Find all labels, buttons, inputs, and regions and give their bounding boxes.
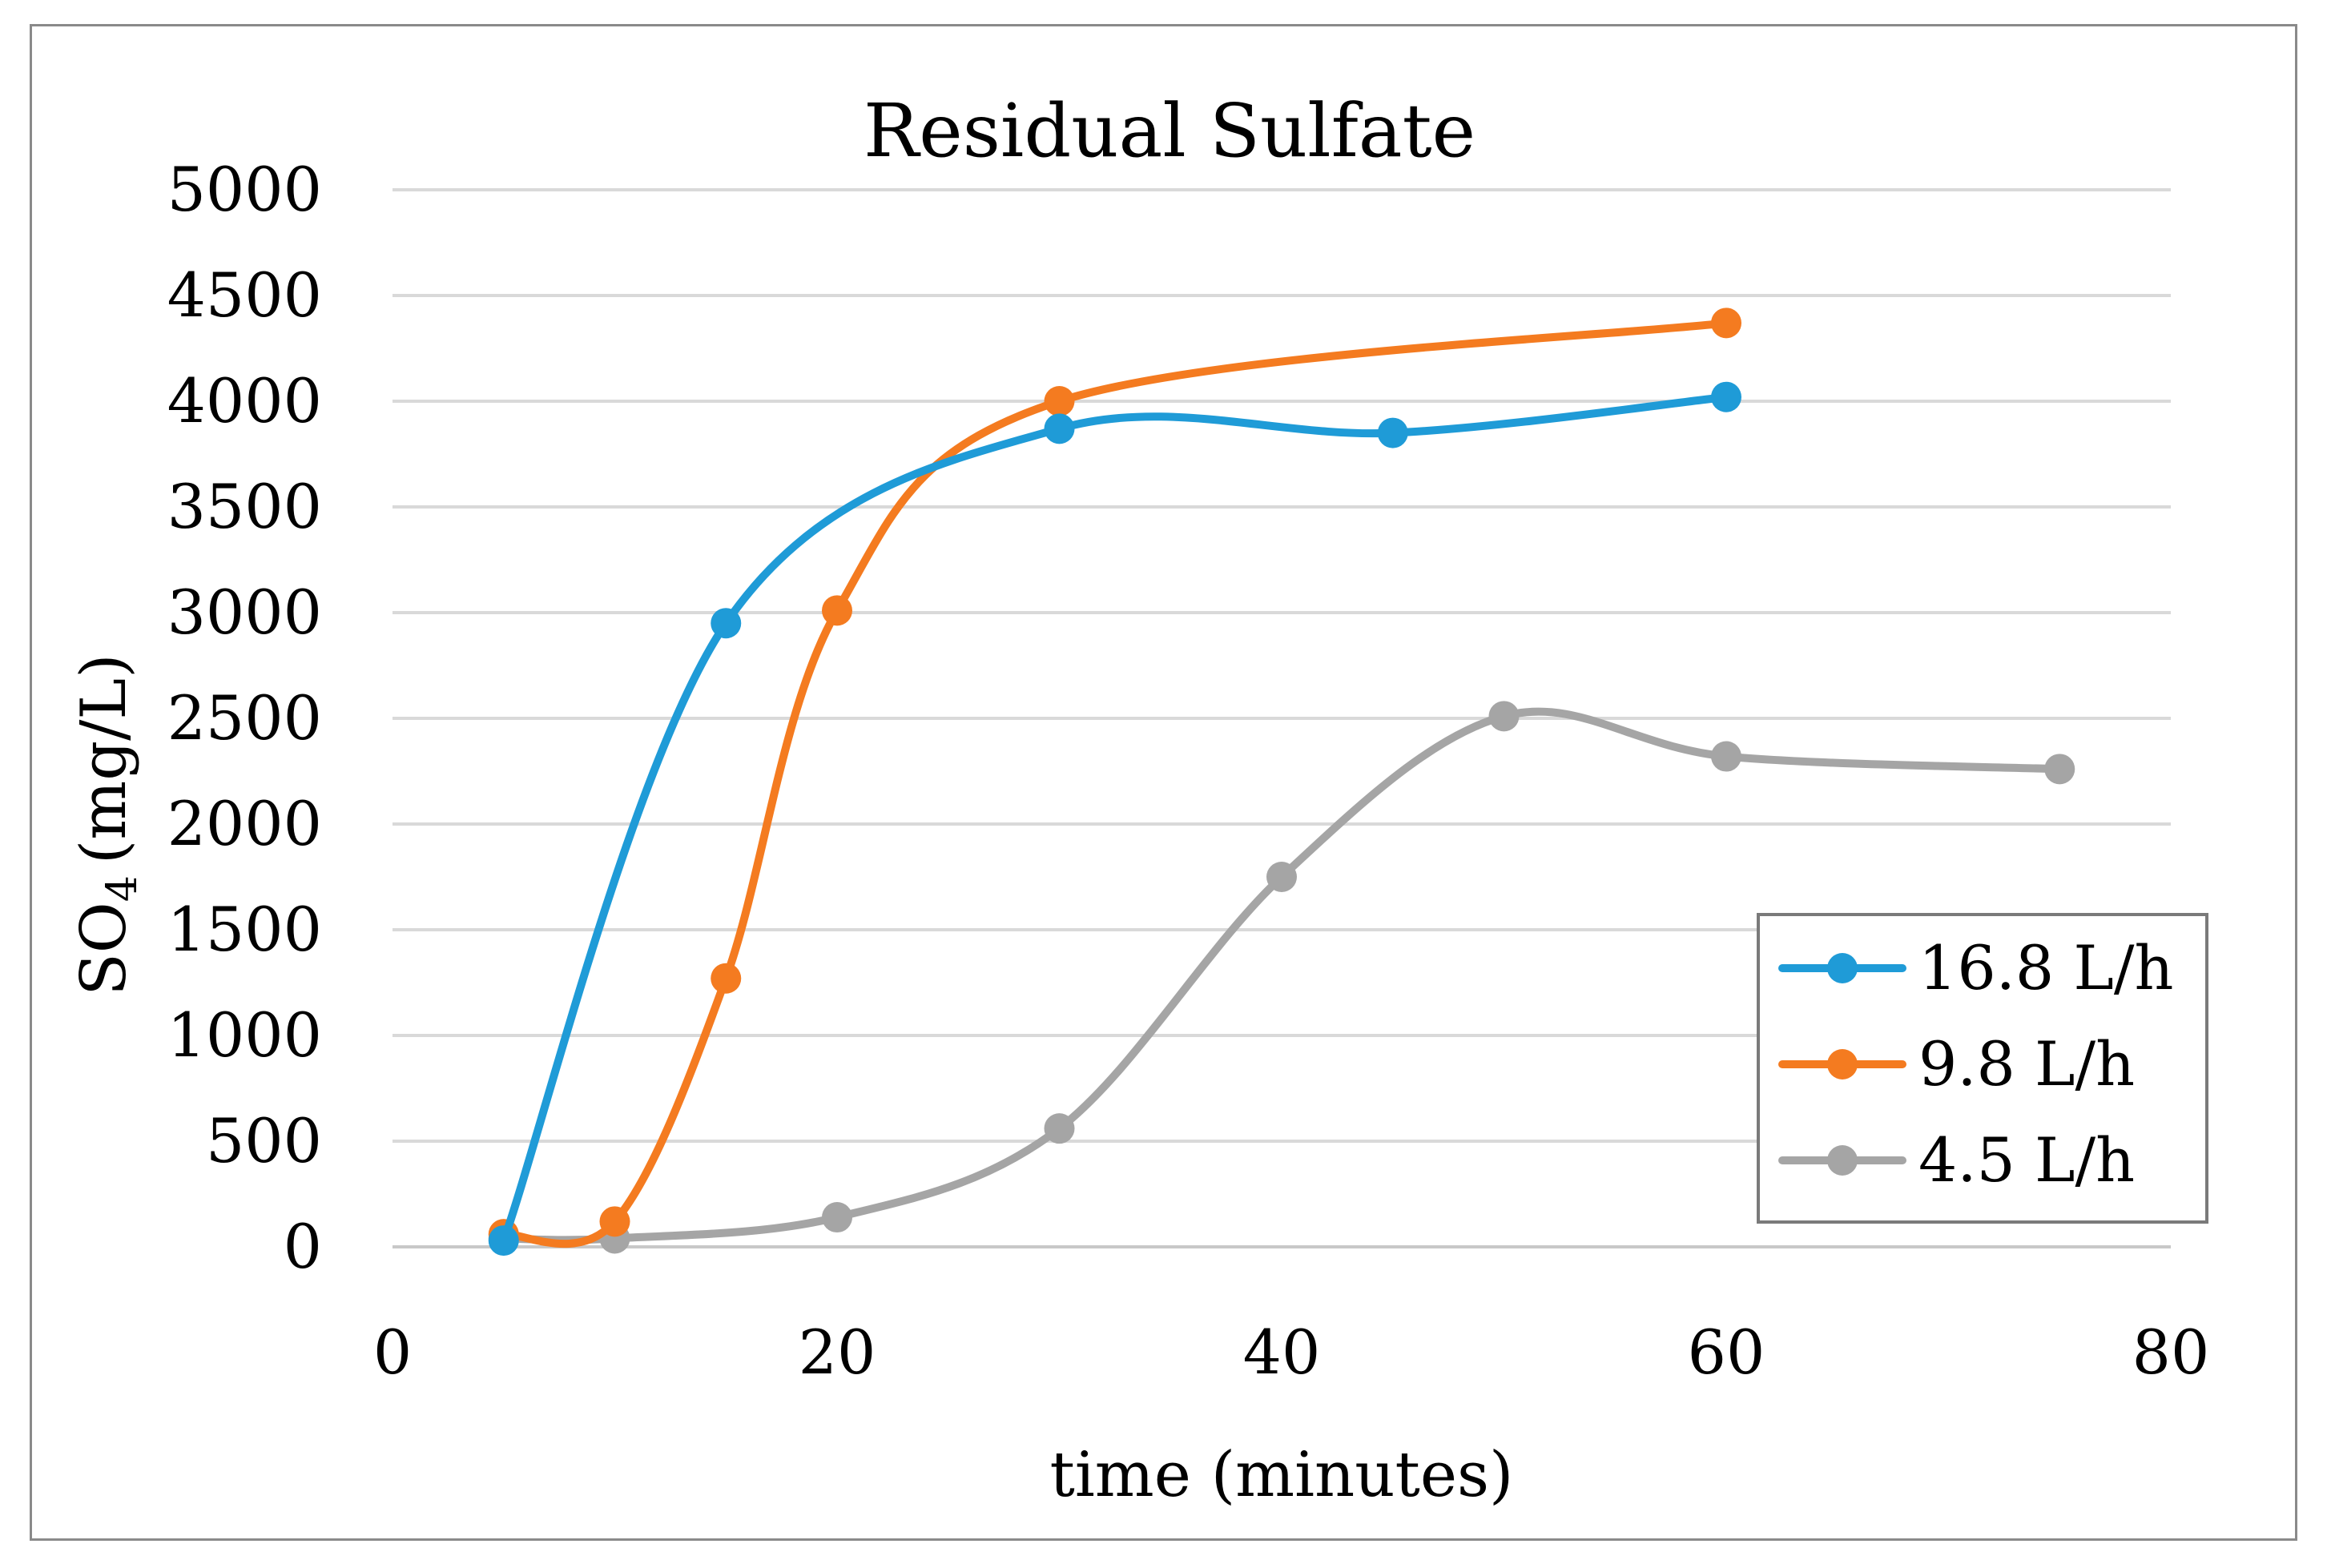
x-tick-label-0: 0: [373, 1317, 412, 1388]
y-tick-label-1000: 1000: [167, 999, 322, 1071]
data-point-4-5-l-h-t20: [822, 1202, 852, 1233]
data-point-16-8-l-h-t60: [1711, 381, 1741, 412]
y-axis-title: SO4 (mg/L): [68, 653, 147, 995]
legend-item-9-8-l-h: 9.8 L/h: [1778, 1028, 2135, 1100]
x-tick-label-80: 80: [2132, 1317, 2210, 1388]
y-axis-ticks: 0 500 1000 1500 2000 2500 3000 3500 4000 4500 5000: [167, 154, 322, 1282]
legend-label-4-5-l-h: 4.5 L/h: [1918, 1124, 2135, 1196]
y-tick-label-1500: 1500: [167, 894, 322, 965]
data-point-16-8-l-h-t30: [1044, 413, 1075, 444]
series-line-9-8-l-h: [499, 319, 1730, 1248]
data-point-4-5-l-h-t75: [2044, 754, 2075, 785]
series-line-16-8-l-h: [499, 392, 1730, 1245]
data-point-9-8-l-h-t15: [711, 963, 742, 994]
series-9-8-l-h: [488, 308, 1741, 1250]
x-tick-label-40: 40: [1243, 1317, 1321, 1388]
series-layer: [488, 308, 2075, 1256]
y-tick-label-2500: 2500: [167, 682, 322, 754]
y-tick-label-4000: 4000: [167, 365, 322, 436]
data-point-16-8-l-h-t15: [711, 608, 742, 639]
x-tick-label-20: 20: [799, 1317, 876, 1388]
legend-items: 16.8 L/h 9.8 L/h 4.5 L/h: [1778, 932, 2173, 1196]
y-axis-title-main: SO: [68, 902, 140, 995]
data-point-9-8-l-h-t20: [822, 595, 852, 626]
data-point-9-8-l-h-t60: [1711, 308, 1741, 339]
legend-label-9-8-l-h: 9.8 L/h: [1918, 1028, 2135, 1100]
x-axis-ticks: 0 20 40 60 80: [373, 1317, 2210, 1388]
x-tick-label-60: 60: [1688, 1317, 1765, 1388]
data-point-4-5-l-h-t50: [1488, 701, 1520, 732]
legend-item-16-8-l-h: 16.8 L/h: [1778, 932, 2173, 1003]
legend-swatch-marker: [1827, 1049, 1858, 1080]
y-tick-label-2000: 2000: [167, 788, 322, 859]
y-tick-label-500: 500: [206, 1105, 322, 1176]
y-tick-label-3000: 3000: [167, 577, 322, 648]
legend-swatch-marker: [1827, 953, 1858, 983]
data-point-4-5-l-h-t30: [1044, 1113, 1075, 1144]
legend: 16.8 L/h 9.8 L/h 4.5 L/h: [1757, 913, 2208, 1224]
data-point-9-8-l-h-t10: [599, 1206, 630, 1237]
chart-frame: [30, 24, 2297, 1541]
data-point-4-5-l-h-t60: [1711, 741, 1741, 772]
data-point-4-5-l-h-t40: [1266, 862, 1297, 892]
legend-swatch-marker: [1827, 1145, 1858, 1176]
y-tick-label-0: 0: [284, 1211, 322, 1282]
chart-title: Residual Sulfate: [864, 88, 1476, 174]
y-tick-label-5000: 5000: [167, 154, 322, 225]
legend-label-16-8-l-h: 16.8 L/h: [1918, 932, 2173, 1003]
data-point-9-8-l-h-t30: [1044, 386, 1075, 416]
x-axis-title: time (minutes): [1050, 1439, 1514, 1511]
y-axis-title-subscript: 4: [99, 875, 147, 902]
gridlines: [393, 188, 2171, 1248]
y-tick-label-4500: 4500: [167, 259, 322, 331]
data-point-16-8-l-h-t5: [488, 1225, 519, 1256]
data-point-16-8-l-h-t45: [1377, 417, 1408, 448]
series-16-8-l-h: [488, 381, 1741, 1256]
y-tick-label-3500: 3500: [167, 471, 322, 542]
y-axis-title-unit: (mg/L): [68, 653, 140, 864]
legend-item-4-5-l-h: 4.5 L/h: [1778, 1124, 2135, 1196]
